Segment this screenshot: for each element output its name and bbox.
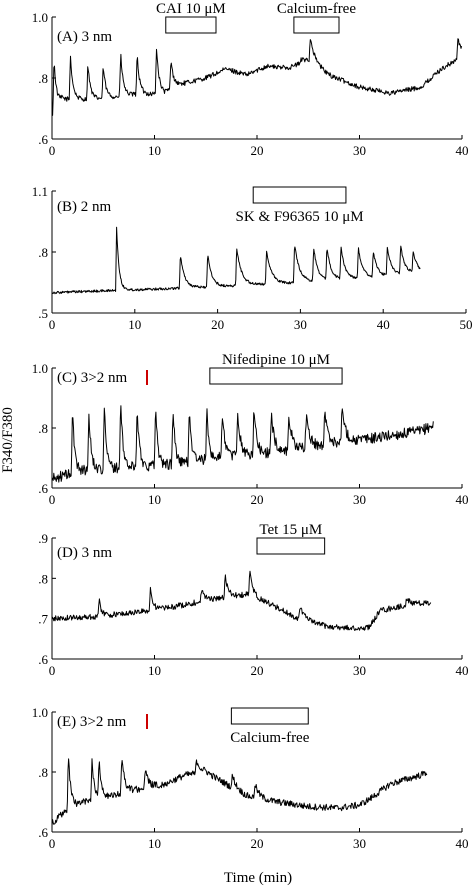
x-tick-label: 10 (148, 836, 161, 851)
panel-c: 0 10 20 30 40 .6 .8 1.0 (C) 3>2 nm Nifedipine 10 … (32, 352, 469, 507)
y-tick-label: 1.1 (32, 184, 48, 199)
x-tick-label: 20 (251, 836, 264, 851)
ratio-trace (51, 570, 432, 631)
y-tick-label: .8 (38, 71, 48, 86)
treatment-label: Calcium-free (277, 1, 356, 17)
treatment-label: Nifedipine 10 μM (222, 352, 330, 368)
y-tick-label: .9 (38, 531, 48, 546)
x-tick-label: 20 (251, 492, 264, 507)
panel-label: (B) 2 nm (57, 199, 111, 215)
x-tick-label: 10 (148, 663, 161, 678)
x-tick-label: 40 (456, 663, 469, 678)
x-tick-label: 50 (460, 317, 473, 332)
x-tick-label: 10 (148, 143, 161, 158)
y-axis-title: F340/F380 (0, 407, 16, 473)
panel-label: (D) 3 nm (57, 545, 112, 561)
panel-label: (A) 3 nm (57, 29, 112, 45)
treatment-label: SK & F96365 10 μM (236, 209, 364, 225)
treatment-bar (293, 16, 340, 34)
y-tick-label: .6 (38, 825, 48, 840)
x-tick-label: 30 (353, 492, 366, 507)
panel-b: 0 10 20 30 40 50 .5 .8 1.1 (B) 2 nm SK & F96365 10… (32, 184, 473, 332)
x-tick-label: 30 (294, 317, 307, 332)
x-axis-title: Time (min) (224, 870, 292, 886)
y-tick-label: .8 (38, 421, 48, 436)
treatment-label: Tet 15 μM (259, 522, 322, 538)
x-tick-label: 10 (148, 492, 161, 507)
x-tick-label: 40 (456, 836, 469, 851)
x-tick-label: 30 (353, 143, 366, 158)
x-tick-label: 10 (128, 317, 141, 332)
x-tick-label: 40 (456, 143, 469, 158)
x-tick-label: 0 (49, 663, 56, 678)
ratio-trace (51, 758, 428, 826)
y-tick-label: .8 (38, 245, 48, 260)
x-tick-label: 20 (251, 143, 264, 158)
x-tick-label: 30 (353, 836, 366, 851)
x-tick-label: 0 (49, 317, 56, 332)
x-tick-label: 0 (49, 836, 56, 851)
x-tick-label: 0 (49, 143, 56, 158)
treatment-bar (256, 537, 326, 555)
y-tick-label: 1.0 (32, 361, 48, 376)
panel-label: (E) 3>2 nm (57, 714, 127, 730)
treatment-bar (230, 707, 309, 725)
treatment-bar (165, 16, 217, 34)
y-tick-label: .8 (38, 571, 48, 586)
treatment-label: CAI 10 μM (156, 1, 226, 17)
y-tick-label: .8 (38, 765, 48, 780)
y-tick-label: .7 (38, 612, 48, 627)
panel-label: (C) 3>2 nm (57, 370, 127, 386)
y-tick-label: .6 (38, 652, 48, 667)
y-tick-label: .6 (38, 132, 48, 147)
x-tick-label: 0 (49, 492, 56, 507)
ratio-trace (51, 226, 421, 295)
x-tick-label: 20 (251, 663, 264, 678)
treatment-label: Calcium-free (230, 730, 309, 746)
ratio-trace (51, 405, 434, 483)
y-tick-label: .5 (38, 306, 48, 321)
x-tick-label: 30 (353, 663, 366, 678)
ratio-trace (51, 38, 463, 116)
chart-panels: 0 10 20 30 40 .6 .8 1.0 (A) 3 nm CAI 10 μM Calcium… (32, 1, 473, 851)
x-tick-label: 20 (211, 317, 224, 332)
panel-e: 0 10 20 30 40 .6 .8 1.0 (E) 3>2 nm Calcium-free (32, 705, 469, 851)
y-tick-label: .6 (38, 481, 48, 496)
treatment-bar (252, 186, 347, 204)
panel-d: 0 10 20 30 40 .6 .7 .8 .9 (D) 3 nm Tet 15 μM (38, 522, 468, 678)
panel-a: 0 10 20 30 40 .6 .8 1.0 (A) 3 nm CAI 10 μM Calcium… (32, 1, 469, 158)
x-tick-label: 40 (456, 492, 469, 507)
y-tick-label: 1.0 (32, 10, 48, 25)
treatment-bar (209, 367, 343, 385)
y-tick-label: 1.0 (32, 705, 48, 720)
x-tick-label: 40 (377, 317, 390, 332)
